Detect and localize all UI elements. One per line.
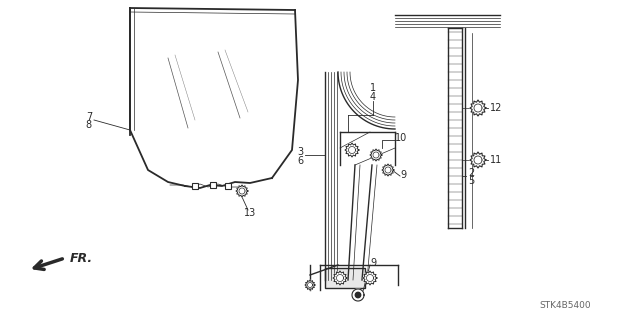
Polygon shape [236, 185, 248, 197]
Polygon shape [370, 149, 382, 161]
Text: FR.: FR. [70, 253, 93, 265]
Polygon shape [352, 289, 364, 301]
Polygon shape [355, 292, 361, 298]
Text: STK4B5400: STK4B5400 [539, 300, 591, 309]
Polygon shape [363, 271, 377, 285]
Bar [225, 183, 231, 189]
Text: 7: 7 [86, 112, 92, 122]
Polygon shape [333, 271, 347, 285]
Text: 4: 4 [370, 92, 376, 102]
Polygon shape [305, 280, 315, 290]
Text: 5: 5 [468, 176, 474, 186]
Text: 12: 12 [490, 103, 502, 113]
Text: 1: 1 [370, 83, 376, 93]
Text: 6: 6 [297, 156, 303, 166]
Polygon shape [470, 152, 486, 168]
Polygon shape [470, 100, 486, 116]
Polygon shape [382, 164, 394, 176]
Bar [192, 183, 198, 189]
Text: 9: 9 [370, 258, 376, 268]
Text: 9: 9 [400, 170, 406, 180]
Text: 11: 11 [490, 155, 502, 165]
Text: 8: 8 [86, 120, 92, 130]
Bar [210, 182, 216, 188]
Text: 3: 3 [297, 147, 303, 157]
Text: 10: 10 [395, 133, 407, 143]
Text: 13: 13 [244, 208, 256, 218]
Bar [325, 268, 365, 288]
Text: 2: 2 [468, 168, 474, 178]
Polygon shape [345, 143, 359, 157]
